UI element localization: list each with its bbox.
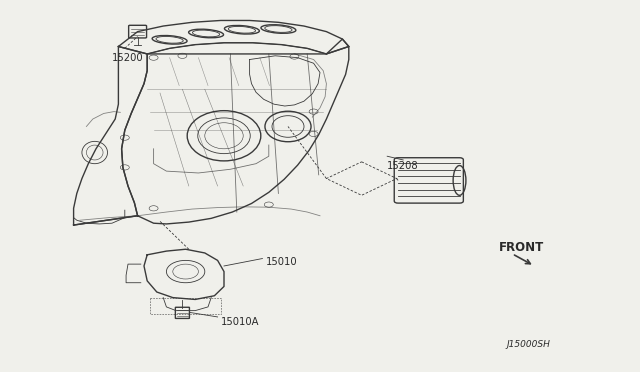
Text: 15010: 15010: [266, 257, 297, 267]
Text: 15208: 15208: [387, 161, 419, 170]
Text: FRONT: FRONT: [499, 241, 545, 254]
Text: J15000SH: J15000SH: [506, 340, 550, 349]
Text: 15200: 15200: [112, 53, 143, 62]
Text: 15010A: 15010A: [221, 317, 259, 327]
